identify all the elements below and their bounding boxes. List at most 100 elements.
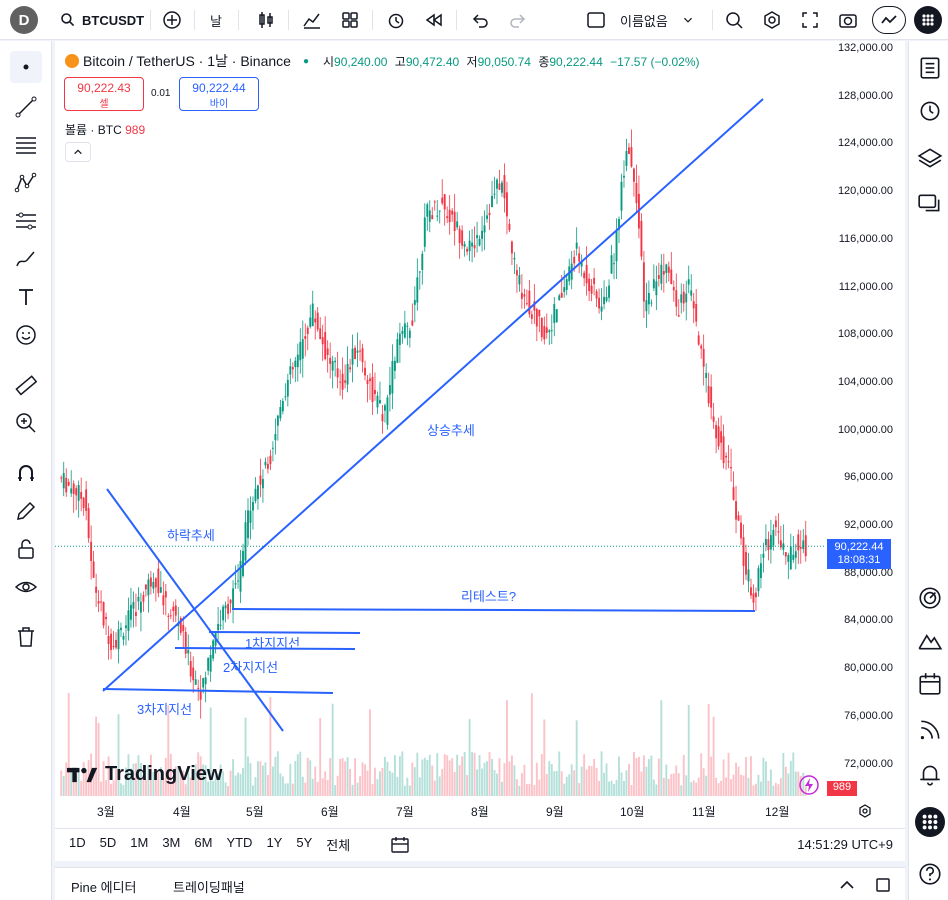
price-chart[interactable] (55, 41, 905, 831)
volume-bar (135, 763, 137, 796)
range-button[interactable]: 3M (162, 835, 181, 850)
fullscreen-button[interactable] (796, 6, 824, 34)
snapshot-button[interactable] (834, 6, 862, 34)
alerts-button[interactable] (915, 95, 945, 125)
emoji-tool[interactable] (10, 319, 42, 351)
candle-body (112, 646, 115, 648)
lightning-circle-icon[interactable] (799, 775, 819, 795)
range-button[interactable]: YTD (226, 835, 253, 850)
cursor-tool[interactable] (10, 51, 42, 83)
range-button[interactable]: 1D (69, 835, 86, 850)
ideas-button[interactable] (915, 625, 945, 655)
watchlist-button[interactable] (915, 53, 945, 83)
pattern-tool[interactable] (10, 167, 42, 199)
candle-body (361, 348, 364, 363)
products-button[interactable] (915, 807, 945, 837)
annotation-support2[interactable]: 2차지지선 (223, 660, 279, 675)
tab-pine-editor[interactable]: Pine 에디터 (71, 880, 137, 895)
candle-body (535, 309, 538, 327)
lock-drawings-tool[interactable] (10, 533, 42, 565)
undo-button[interactable] (466, 6, 494, 34)
support2-line[interactable] (174, 647, 356, 650)
measure-tool[interactable] (10, 369, 42, 401)
maximize-panel-icon[interactable] (875, 877, 891, 893)
sell-button[interactable]: 90,222.43 셀 (64, 77, 144, 111)
timezone-clock[interactable]: 14:51:29 UTC+9 (797, 837, 893, 852)
volume-bar (421, 759, 424, 796)
candle-body (563, 287, 566, 292)
buy-button[interactable]: 90,222.44 바이 (179, 77, 259, 111)
candle-body (697, 335, 700, 345)
collapse-legend-button[interactable] (65, 142, 91, 162)
goto-date-icon[interactable] (390, 835, 410, 855)
magnet-tool[interactable] (10, 457, 42, 489)
candle-body (672, 286, 675, 291)
templates-button[interactable] (336, 6, 364, 34)
candle-body (476, 235, 479, 239)
axis-settings-icon[interactable] (857, 803, 873, 819)
indicators-button[interactable] (298, 6, 326, 34)
brush-tool[interactable] (10, 243, 42, 275)
user-avatar[interactable]: D (10, 6, 38, 34)
candle-body (321, 337, 324, 345)
object-tree-button[interactable] (915, 143, 945, 173)
uptrend-line[interactable] (102, 98, 764, 692)
chats-button[interactable] (915, 189, 945, 219)
annotation-uptrend[interactable]: 상승추세 (427, 423, 475, 438)
tradingview-logo[interactable]: TradingView (67, 763, 222, 786)
retest-line[interactable] (231, 608, 756, 612)
range-button[interactable]: 1Y (266, 835, 283, 850)
settings-button[interactable] (758, 6, 786, 34)
remove-drawings-tool[interactable] (10, 621, 42, 653)
volume-bar (384, 756, 386, 796)
support1-line[interactable] (208, 631, 361, 634)
replay-button[interactable] (420, 6, 448, 34)
volume-tag: 989 (827, 781, 857, 796)
support3-line[interactable] (102, 688, 334, 694)
fib-tool[interactable] (10, 129, 42, 161)
stay-drawing-tool[interactable] (10, 495, 42, 527)
quick-search-button[interactable] (720, 6, 748, 34)
forecast-tool[interactable] (10, 205, 42, 237)
apps-menu-button[interactable] (914, 6, 942, 34)
notifications-button[interactable] (915, 759, 945, 789)
hide-drawings-tool[interactable] (10, 571, 42, 603)
volume-bar (660, 700, 663, 796)
range-button[interactable]: 전체 (326, 838, 351, 853)
legend-title[interactable]: Bitcoin / TetherUS · 1날 · Binance (83, 53, 291, 69)
zoom-tool[interactable] (10, 407, 42, 439)
compare-button[interactable] (158, 6, 186, 34)
candle-body (655, 281, 658, 296)
price-axis-tick: 92,000.00 (844, 519, 893, 531)
publish-button[interactable] (872, 6, 906, 34)
layout-menu-button[interactable]: 이름없음 (586, 6, 706, 34)
hotlists-button[interactable] (915, 583, 945, 613)
calendar-button[interactable] (915, 669, 945, 699)
text-tool[interactable] (10, 281, 42, 313)
range-button[interactable]: 1M (130, 835, 149, 850)
interval-button[interactable]: 날 (202, 6, 230, 34)
volume-bar (774, 782, 777, 796)
range-button[interactable]: 5Y (296, 835, 313, 850)
volume-legend[interactable]: 볼륨 · BTC 989 (65, 123, 146, 137)
chart-type-button[interactable] (252, 6, 280, 34)
candle-body (105, 616, 108, 620)
news-stream-button[interactable] (915, 715, 945, 745)
annotation-support1[interactable]: 1차지지선 (245, 636, 301, 651)
range-button[interactable]: 5D (99, 835, 117, 850)
trendline-tool[interactable] (10, 91, 42, 123)
symbol-search-button[interactable]: BTCUSDT (60, 6, 150, 34)
candle-body (802, 540, 805, 550)
help-button[interactable] (915, 859, 945, 889)
annotation-retest[interactable]: 리테스트? (461, 589, 517, 604)
volume-bar (740, 774, 742, 796)
redo-button[interactable] (504, 6, 532, 34)
volume-bar (125, 767, 127, 796)
chevron-up-icon[interactable] (839, 878, 855, 892)
annotation-support3[interactable]: 3차지지선 (137, 702, 193, 717)
tab-trading-panel[interactable]: 트레이딩패널 (173, 880, 245, 895)
alert-button[interactable] (382, 6, 410, 34)
range-button[interactable]: 6M (194, 835, 213, 850)
camera-icon (839, 14, 857, 28)
annotation-downtrend[interactable]: 하락추세 (167, 528, 215, 543)
